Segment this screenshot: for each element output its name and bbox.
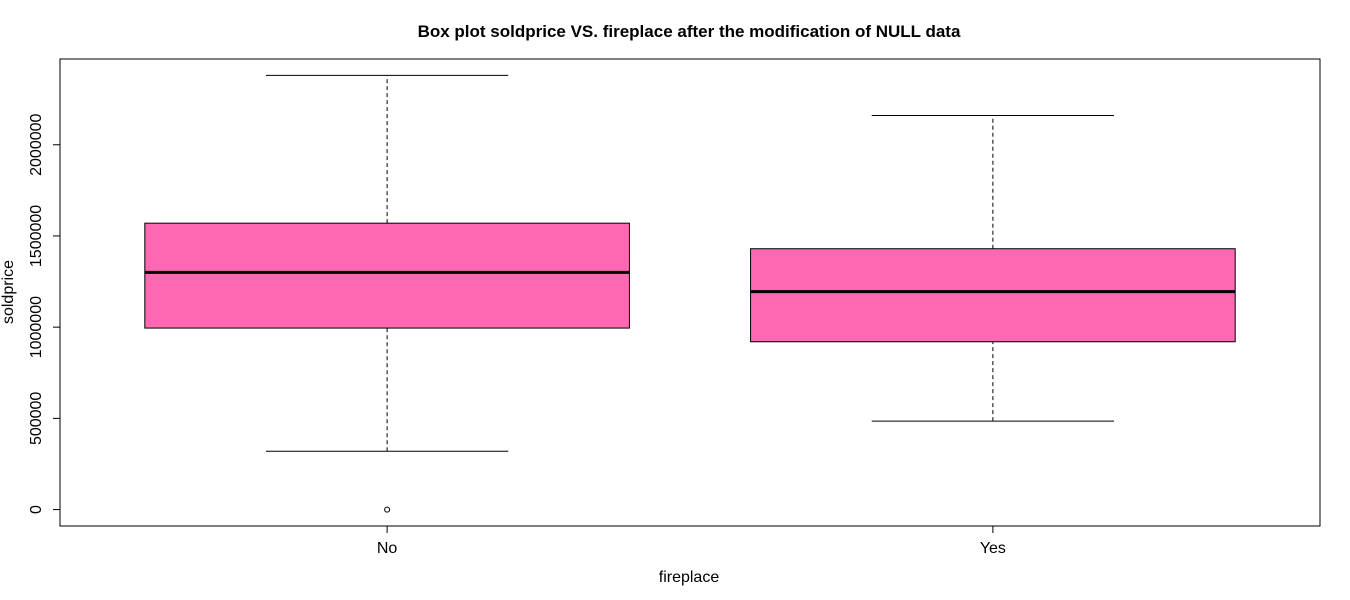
y-tick-label: 2000000 <box>28 113 45 175</box>
y-axis-label: soldprice <box>0 260 17 324</box>
y-tick-label: 0 <box>28 505 45 514</box>
chart-title: Box plot soldprice VS. fireplace after t… <box>418 22 961 41</box>
y-tick-label: 1000000 <box>28 296 45 358</box>
chart-marks: 0 500000 1000000 1500000 2000000 No Yes <box>28 74 1236 557</box>
x-tick-label: No <box>377 540 398 557</box>
x-tick-label: Yes <box>980 540 1006 557</box>
box-iqr <box>144 222 630 329</box>
y-tick-label: 500000 <box>28 392 45 445</box>
outlier-point <box>384 506 391 513</box>
box-iqr <box>750 248 1236 343</box>
y-tick-label: 1500000 <box>28 205 45 267</box>
x-axis-label: fireplace <box>659 569 720 586</box>
